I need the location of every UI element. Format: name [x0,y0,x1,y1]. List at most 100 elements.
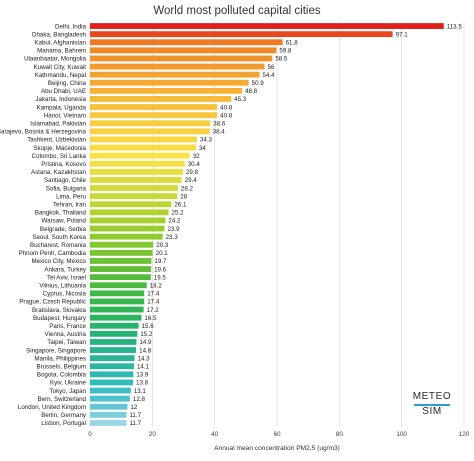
bar [90,363,134,370]
category-label: Bangkok, Thailand [35,210,87,217]
value-label: 20.1 [156,250,169,257]
x-axis-label: Annual mean concentration PM2,5 (ug/m3) [214,445,340,452]
bar [90,290,145,297]
value-label: 19.6 [154,266,167,273]
value-label: 25.2 [172,210,185,217]
value-label: 30.4 [188,161,201,168]
bar [90,144,196,151]
bar [90,128,210,135]
category-label: Santiago, Chile [44,177,87,184]
bar [90,104,218,110]
value-label: 28 [180,193,187,200]
category-label: London, United Kingdom [18,404,86,411]
bar [90,39,283,46]
category-label: Vilnius, Lithuania [39,282,86,289]
value-label: 48.8 [245,88,258,95]
value-label: 29.8 [186,169,199,176]
x-tick-label: 60 [273,431,281,438]
category-label: Beijing, China [48,80,87,87]
value-label: 15.2 [140,331,153,338]
logo-divider [414,404,450,406]
category-label: Vienna, Austria [44,331,86,338]
x-tick-label: 0 [88,431,92,438]
value-label: 58.5 [275,56,288,63]
category-label: Belgrade, Serbia [40,226,87,233]
value-label: 14.8 [139,347,152,354]
bar [90,330,138,337]
value-label: 15.6 [142,323,155,330]
category-label: Brussels, Belgium [36,363,86,370]
category-label: Berlin, Germany [41,412,87,419]
value-label: 24.2 [168,218,181,225]
bar [90,217,166,224]
value-label: 50.9 [252,80,265,87]
value-label: 12 [130,404,137,411]
value-label: 14.3 [138,355,151,362]
bar [90,387,131,394]
category-label: Manama, Bahrein [37,48,86,55]
logo-text-top: METEO [412,391,452,402]
bar [90,71,260,78]
value-label: 18.2 [150,282,163,289]
bar [90,185,178,191]
bar [90,79,249,86]
value-labels: 113.597.161.859.858.55654.450.948.845.34… [129,23,462,427]
bar [90,371,134,378]
value-label: 56 [268,64,275,71]
value-label: 29.4 [185,177,198,184]
bar [90,411,127,418]
category-label: Taipei, Taiwan [47,339,86,346]
bar [90,177,182,183]
bar [90,306,144,313]
category-label: Islamabad, Pakistan [30,120,86,127]
value-label: 59.8 [279,48,292,55]
category-label: Kampala, Uganda [36,104,86,111]
value-label: 14.1 [137,363,150,370]
bar [90,112,218,119]
category-label: Tehran, Iran [53,201,87,208]
bar [90,274,151,281]
value-label: 17.4 [147,299,160,306]
value-label: 38.4 [213,129,226,136]
value-label: 11.7 [129,420,141,427]
category-label: Ankara, Turkey [44,266,87,273]
category-label: Lisbon, Portugal [41,420,86,427]
category-label: Ulaanbaatar, Mongolia [24,56,86,63]
value-label: 97.1 [396,31,409,38]
bar [90,241,154,248]
category-label: Seoul, South Korea [32,234,86,241]
logo-text-bottom: SIM [422,406,442,417]
bar [90,249,153,256]
x-tick-label: 100 [396,431,407,438]
bar [90,96,232,102]
bar [90,55,273,62]
category-label: Dhaka, Bangladesh [32,31,87,38]
bar [90,136,197,143]
value-label: 26.1 [174,201,187,208]
bar [90,23,444,29]
bars [90,23,444,426]
value-label: 34 [199,145,206,152]
value-label: 20.3 [156,242,169,249]
category-label: Bratislava, Slovakia [32,307,87,314]
category-label: Budapest, Hungary [33,315,87,322]
category-label: Bern, Switzerland [38,396,87,403]
category-label: Abu Dhabi, UAE [41,88,86,95]
bar [90,339,137,345]
bar [90,355,135,362]
bar [90,225,165,232]
chart-title: World most polluted capital cities [153,5,320,17]
category-label: Singapore, Singapore [26,347,86,354]
category-label: Pristina, Kosovo [41,161,86,168]
x-tick-label: 120 [459,431,470,438]
value-label: 13.1 [134,388,147,395]
value-label: 13.8 [136,380,149,387]
category-label: Kabul, Afghanistan [34,39,86,46]
category-label: Warsaw, Poland [42,218,87,225]
bar [90,322,139,329]
bar [90,298,145,305]
bar [90,209,169,216]
bar [90,314,142,321]
